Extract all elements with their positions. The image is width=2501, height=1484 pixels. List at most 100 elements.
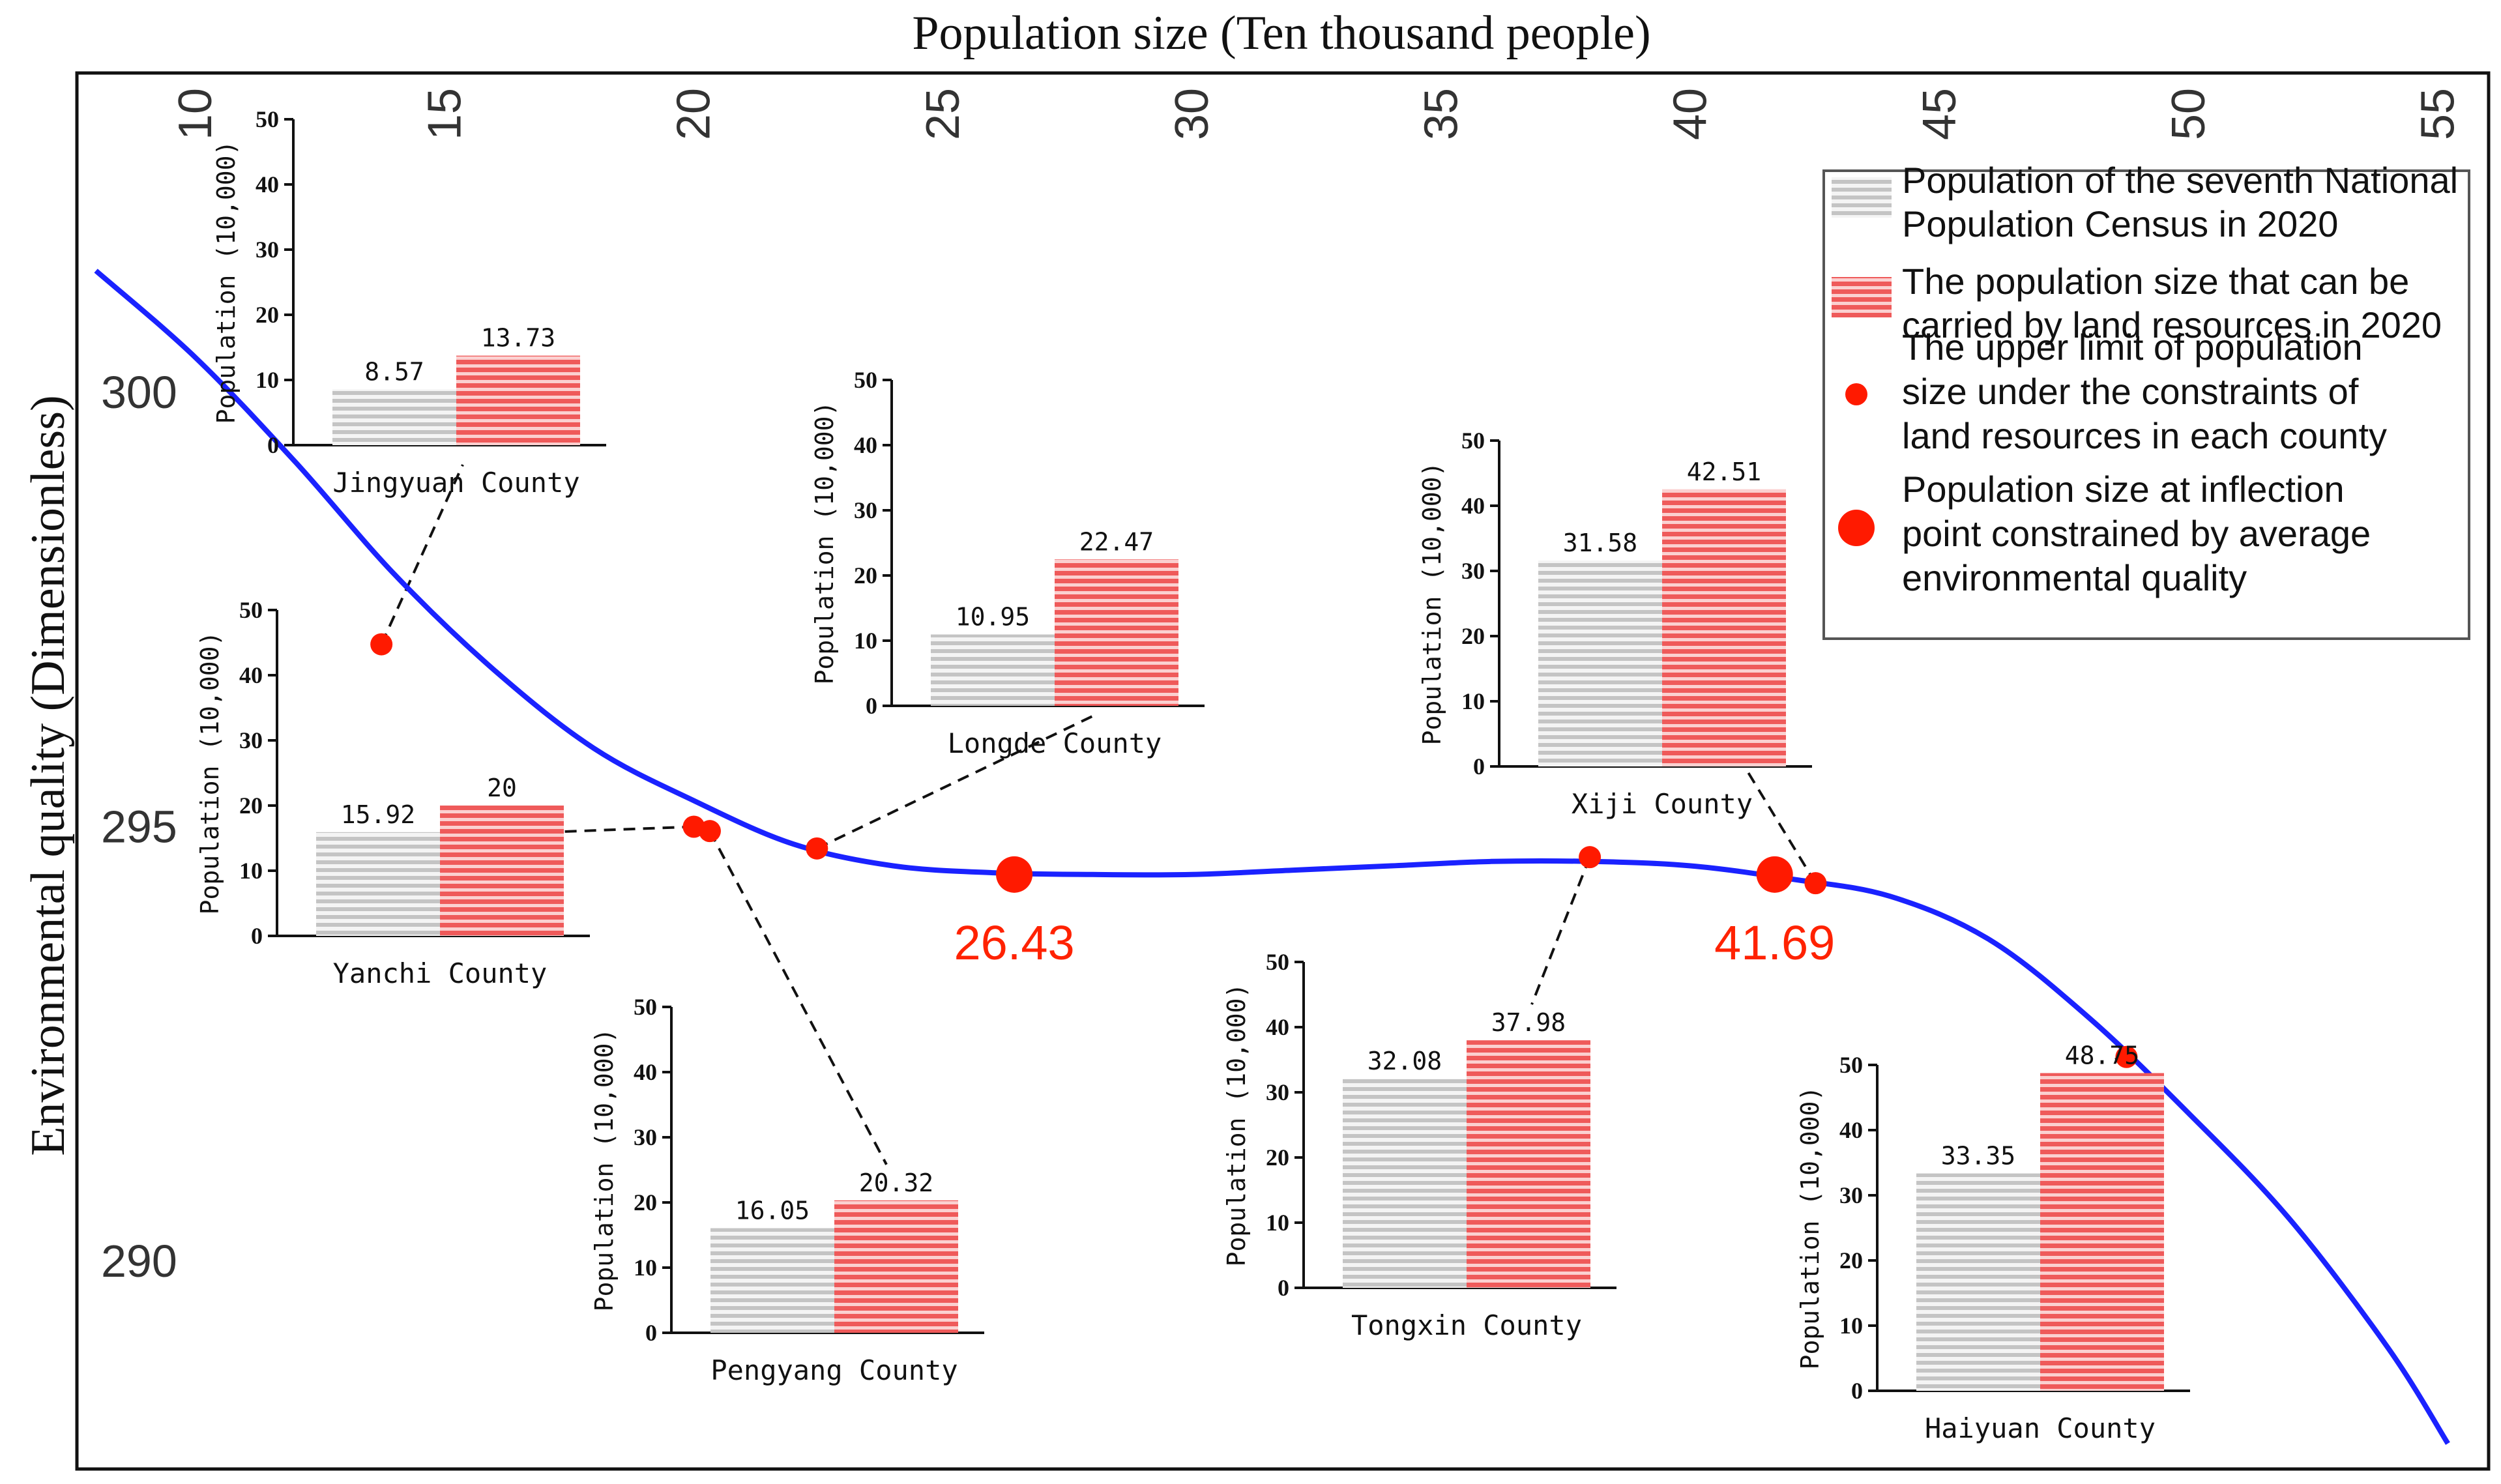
inset-tick-label: 40 <box>1266 1014 1289 1040</box>
carrying-value-label: 22.47 <box>1079 527 1154 556</box>
inset-county-label: Tongxin County <box>1351 1309 1582 1341</box>
inset-county-label: Longde County <box>948 727 1162 759</box>
census-bar <box>710 1228 834 1333</box>
x-tick-label: 45 <box>1914 88 1966 140</box>
inset-tick-label: 10 <box>1461 688 1485 714</box>
inset-tick-label: 20 <box>239 793 263 819</box>
legend-entry-line: Population Census in 2020 <box>1902 203 2338 244</box>
carrying-bar <box>1662 489 1786 766</box>
census-bar <box>332 389 456 445</box>
inset-county-label: Haiyuan County <box>1925 1412 2156 1444</box>
census-value-label: 33.35 <box>1941 1142 2015 1171</box>
legend-county-point <box>1845 383 1867 405</box>
carrying-bar <box>456 355 580 445</box>
legend-entry-line: The population size that can be <box>1902 261 2409 302</box>
inset-tick-label: 20 <box>634 1189 657 1215</box>
carrying-value-label: 13.73 <box>481 324 555 353</box>
inset-tick-label: 30 <box>1461 558 1485 584</box>
x-tick-label: 10 <box>169 88 222 140</box>
inset-chart: 0 10 20 30 40 50 Population (10,000) 33.35 48.75… <box>1796 1041 2190 1444</box>
inset-tick-label: 50 <box>239 597 263 623</box>
legend-census-swatch <box>1832 177 1892 218</box>
curve-layer <box>94 269 2450 1446</box>
inset-chart: 0 10 20 30 40 50 Population (10,000) 31.58 42.51… <box>1418 428 1812 820</box>
inset-tick-label: 30 <box>1839 1182 1863 1208</box>
legend-entry-line: land resources in each county <box>1902 415 2387 456</box>
inset-y-label: Population (10,000) <box>810 401 839 685</box>
inset-tick-label: 40 <box>854 432 877 458</box>
county-limit-point <box>370 633 393 656</box>
inset-tick-label: 0 <box>251 923 263 949</box>
inset-tick-label: 0 <box>645 1320 657 1346</box>
inset-tick-label: 40 <box>1461 493 1485 519</box>
leader-line <box>1746 769 1817 884</box>
legend: Population of the seventh NationalPopula… <box>1822 160 2470 640</box>
inset-tick-label: 10 <box>634 1255 657 1281</box>
county-limit-point <box>1579 846 1602 869</box>
legend-box <box>1822 169 2470 640</box>
inset-tick-label: 20 <box>1839 1247 1863 1273</box>
census-bar <box>316 832 440 936</box>
point-layer: 26.43 41.69 <box>370 633 2138 1068</box>
inset-y-label: Population (10,000) <box>590 1028 619 1312</box>
county-limit-point <box>1804 872 1827 895</box>
inset-y-label: Population (10,000) <box>1222 983 1251 1267</box>
county-limit-point <box>698 820 721 843</box>
inset-tick-label: 30 <box>1266 1079 1289 1105</box>
census-bar <box>1916 1173 2040 1391</box>
inset-chart: 0 10 20 30 40 50 Population (10,000) 32.08 37.98… <box>1222 949 1616 1341</box>
inflection-label: 41.69 <box>1714 916 1835 970</box>
inset-chart: 0 10 20 30 40 50 Population (10,000) 8.57 13.73 J… <box>212 106 606 499</box>
leader-line <box>380 464 464 645</box>
inset-tick-label: 0 <box>1278 1275 1289 1301</box>
y-tick-label: 295 <box>101 802 177 852</box>
census-value-label: 10.95 <box>956 603 1030 632</box>
inset-tick-label: 20 <box>854 562 877 589</box>
census-bar <box>931 634 1055 706</box>
legend-entry-line: Population size at inflection <box>1902 469 2345 510</box>
x-tick-label: 30 <box>1166 88 1218 140</box>
y-axis-ticks: 300 295 290 <box>101 367 177 1287</box>
legend-entry-line: point constrained by average <box>1902 513 2371 554</box>
inset-tick-label: 0 <box>267 432 279 458</box>
inset-tick-label: 0 <box>1473 753 1485 779</box>
census-value-label: 16.05 <box>735 1197 810 1225</box>
x-tick-label: 35 <box>1415 88 1467 140</box>
inset-tick-label: 40 <box>634 1059 657 1085</box>
inset-county-label: Xiji County <box>1572 788 1753 820</box>
carrying-value-label: 48.75 <box>2065 1041 2139 1070</box>
census-bar <box>1343 1079 1467 1288</box>
y-axis-label: Environmental quality (Dimensionless) <box>22 395 75 1156</box>
carrying-value-label: 20 <box>487 774 517 802</box>
census-value-label: 8.57 <box>364 357 424 386</box>
inset-tick-label: 10 <box>239 858 263 884</box>
inset-y-label: Population (10,000) <box>196 632 224 915</box>
leader-line <box>709 830 888 1165</box>
inset-tick-label: 10 <box>256 367 279 393</box>
leader-line <box>816 714 1094 850</box>
legend-carrying-swatch <box>1832 277 1892 317</box>
plot-frame <box>75 71 2491 1471</box>
inflection-label: 26.43 <box>954 916 1074 970</box>
inset-tick-label: 30 <box>854 497 877 523</box>
x-tick-label: 15 <box>418 88 471 140</box>
y-tick-label: 300 <box>101 367 177 418</box>
inset-county-label: Yanchi County <box>333 957 548 989</box>
x-tick-label: 55 <box>2412 88 2464 140</box>
inset-tick-label: 10 <box>854 628 877 654</box>
leader-line <box>1530 856 1591 1005</box>
census-value-label: 32.08 <box>1368 1047 1442 1075</box>
census-value-label: 15.92 <box>341 800 415 829</box>
inset-tick-label: 50 <box>1839 1052 1863 1078</box>
inset-tick-label: 20 <box>256 302 279 328</box>
county-limit-point <box>806 837 828 860</box>
inflection-point <box>996 856 1033 893</box>
inset-tick-label: 30 <box>256 237 279 263</box>
x-tick-label: 20 <box>668 88 720 140</box>
inset-tick-label: 40 <box>239 662 263 688</box>
carrying-bar <box>1055 559 1178 706</box>
x-axis-ticks: 10 15 20 25 30 35 40 45 50 55 <box>169 88 2464 140</box>
census-value-label: 31.58 <box>1563 529 1637 557</box>
inset-tick-label: 0 <box>866 693 877 719</box>
